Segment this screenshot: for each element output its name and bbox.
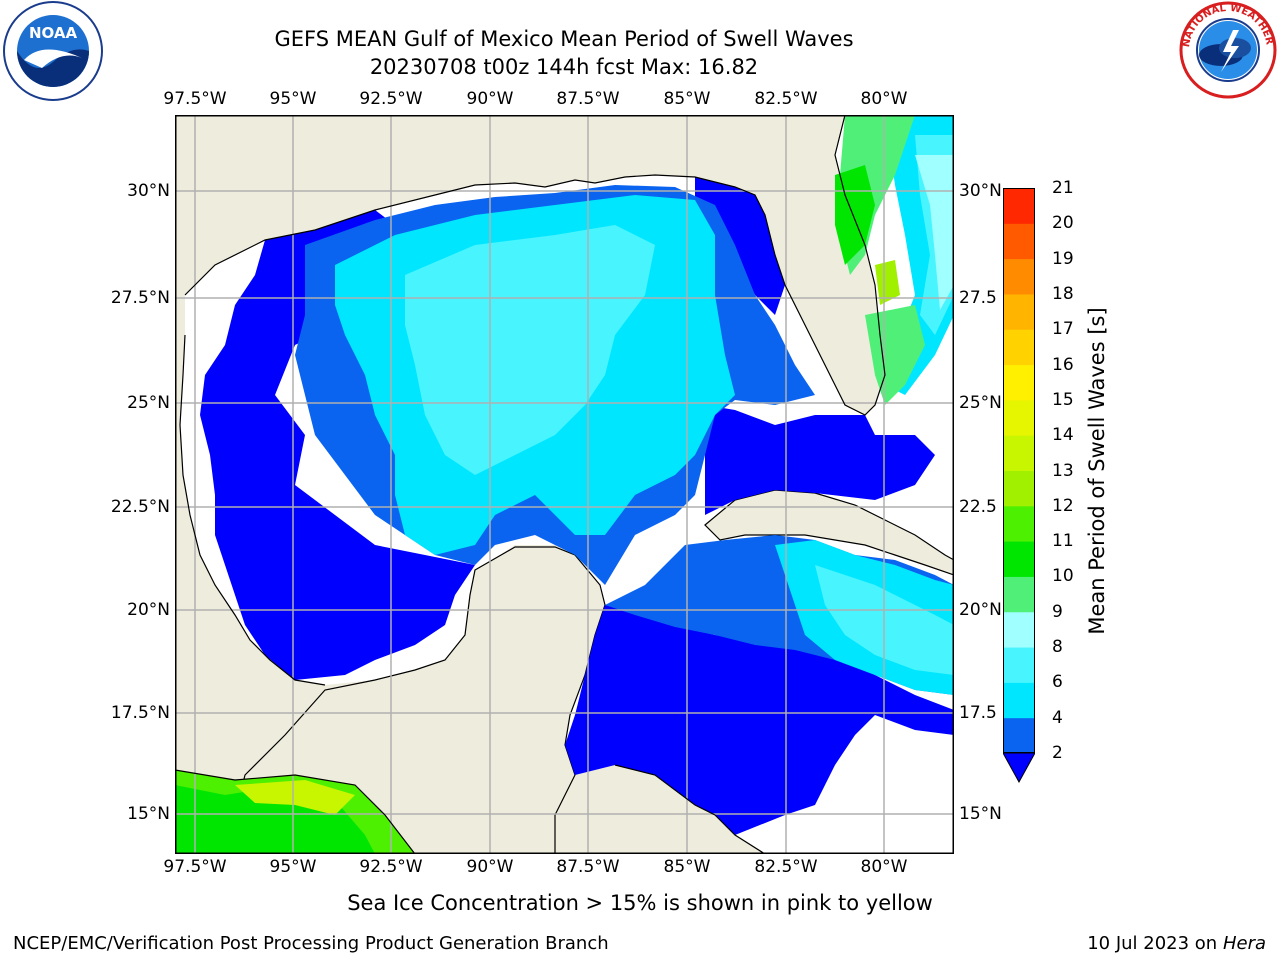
swell-field-under [200,177,954,835]
coastline-mexico [179,334,326,686]
footer-date: 10 Jul 2023 on Hera [1087,933,1266,954]
coastline-honduras [614,764,766,854]
swell-field-pacific [175,770,415,854]
colorbar-segment [1003,611,1035,648]
colorbar-segment [1003,258,1035,295]
footer-host: Hera [1222,933,1266,954]
colorbar-tick-label: 9 [1052,601,1063,622]
colorbar-segment [1003,223,1035,260]
colorbar-frame [1003,188,1035,753]
lon-label-bottom: 85°W [663,857,711,877]
lon-label-top: 90°W [466,89,514,109]
colorbar-tick-label: 6 [1052,672,1063,693]
lon-label-top: 92.5°W [359,89,423,109]
lat-label-right: 20°N [959,600,1002,620]
lat-label-left: 30°N [127,181,170,201]
colorbar-segment [1003,399,1035,436]
lat-label-left: 20°N [127,600,170,620]
lon-label-bottom: 87.5°W [556,857,620,877]
coastline-central-america [175,769,416,854]
lon-label-bottom: 92.5°W [359,857,423,877]
colorbar-segment [1003,364,1035,401]
lon-label-bottom: 95°W [269,857,317,877]
lat-label-right: 15°N [959,804,1002,824]
colorbar-segment [1003,717,1035,754]
lat-label-right: 17.5 [959,703,997,723]
colorbar-segments [1003,188,1035,754]
colorbar-tick-label: 20 [1052,213,1074,234]
colorbar-segment [1003,470,1035,507]
lat-label-left: 27.5°N [110,288,170,308]
lon-label-top: 95°W [269,89,317,109]
nws-logo: NATIONAL WEATHER SERVICE [1173,0,1279,100]
lon-label-top: 85°W [663,89,711,109]
lon-label-bottom: 90°W [466,857,514,877]
map-frame [175,115,954,854]
lat-label-right: 30°N [959,181,1002,201]
coastline [184,115,886,416]
lon-label-bottom: 97.5°W [163,857,227,877]
colorbar-tick-label: 2 [1052,743,1063,763]
colorbar-tick-label: 14 [1052,425,1074,446]
colorbar-segment [1003,541,1035,577]
colorbar-segment [1003,682,1035,719]
lon-label-bottom: 82.5°W [754,857,818,877]
graticule [175,115,954,854]
colorbar-segment [1003,188,1035,224]
colorbar-under-triangle [1002,752,1036,784]
colorbar-tick-label: 4 [1052,707,1063,728]
colorbar-tick-label: 13 [1052,460,1074,481]
map-panel [175,115,954,854]
swell-field-12-13 [875,260,900,305]
lon-label-top: 97.5°W [163,89,227,109]
colorbar-segment [1003,329,1035,366]
colorbar-tick-label: 10 [1052,566,1074,587]
colorbar-tick-label: 15 [1052,389,1074,410]
lat-label-left: 15°N [127,804,170,824]
colorbar-tick-label: 19 [1052,248,1074,269]
noaa-logo-text: NOAA [29,24,78,42]
colorbar-tick-label: 11 [1052,531,1074,552]
chart-subtitle: 20230708 t00z 144h fcst Max: 16.82 [369,55,759,79]
colorbar-tick-label: 21 [1052,178,1074,198]
swell-field-10-11 [835,165,875,265]
colorbar-segment [1003,576,1035,613]
footer-date-text: 10 Jul 2023 on [1087,933,1223,954]
colorbar-segment [1003,505,1035,542]
lon-label-top: 82.5°W [754,89,818,109]
lat-label-right: 27.5 [959,288,997,308]
colorbar-tick-label: 17 [1052,319,1074,340]
swell-field-8-9 [915,155,954,310]
lat-label-right: 22.5 [959,497,997,517]
footer-credit: NCEP/EMC/Verification Post Processing Pr… [13,933,609,954]
colorbar-tick-label: 18 [1052,283,1074,304]
lat-label-left: 25°N [127,393,170,413]
colorbar-tick-label: 8 [1052,637,1063,658]
lat-label-right: 25°N [959,393,1002,413]
colorbar-segment [1003,647,1035,683]
lat-label-left: 17.5°N [110,703,170,723]
chart-title: GEFS MEAN Gulf of Mexico Mean Period of … [274,27,854,51]
lat-label-left: 22.5°N [110,497,170,517]
yucatan-land [234,546,606,854]
sea-ice-note: Sea Ice Concentration > 15% is shown in … [347,891,933,915]
colorbar-segment [1003,435,1035,471]
noaa-logo: NOAA [2,0,104,102]
lon-label-top: 80°W [860,89,908,109]
colorbar [1002,188,1036,784]
colorbar-label: Mean Period of Swell Waves [s] [1085,307,1109,635]
lon-label-top: 87.5°W [556,89,620,109]
colorbar-segment [1003,293,1035,330]
colorbar-tick-label: 12 [1052,495,1074,516]
colorbar-tick-label: 16 [1052,354,1074,375]
lon-label-bottom: 80°W [860,857,908,877]
